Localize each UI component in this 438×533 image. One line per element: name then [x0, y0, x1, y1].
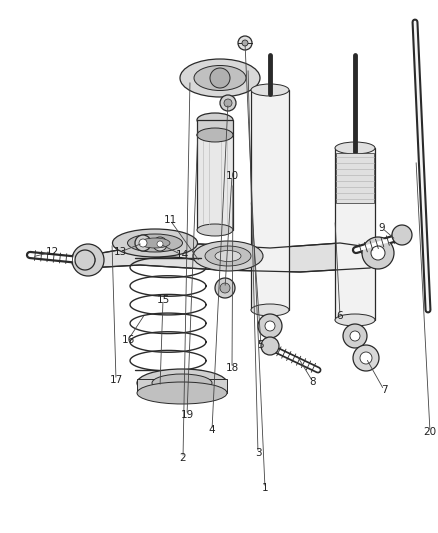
Text: 3: 3 [254, 448, 261, 458]
Circle shape [220, 283, 230, 293]
Ellipse shape [152, 374, 212, 392]
Circle shape [153, 237, 167, 251]
Circle shape [360, 352, 372, 364]
Bar [335, 148, 375, 320]
Circle shape [362, 237, 394, 269]
Bar [197, 120, 233, 135]
Ellipse shape [197, 129, 233, 141]
Text: 16: 16 [121, 335, 134, 345]
Bar [197, 135, 233, 230]
Bar [336, 153, 374, 203]
Circle shape [261, 337, 279, 355]
Ellipse shape [205, 246, 251, 266]
Circle shape [81, 253, 95, 267]
Text: 1: 1 [261, 483, 268, 493]
Ellipse shape [193, 241, 263, 271]
Circle shape [210, 68, 230, 88]
Bar [251, 90, 289, 310]
Ellipse shape [137, 369, 227, 397]
Ellipse shape [197, 113, 233, 127]
Ellipse shape [180, 59, 260, 97]
Text: 6: 6 [337, 311, 343, 321]
Circle shape [350, 331, 360, 341]
Text: 2: 2 [180, 453, 186, 463]
Circle shape [392, 225, 412, 245]
Ellipse shape [197, 128, 233, 142]
Ellipse shape [137, 382, 227, 404]
Text: 15: 15 [156, 295, 170, 305]
Ellipse shape [335, 142, 375, 154]
Polygon shape [72, 243, 385, 272]
Circle shape [371, 246, 385, 260]
Circle shape [258, 314, 282, 338]
Text: 10: 10 [226, 171, 239, 181]
Text: 7: 7 [381, 385, 387, 395]
Circle shape [215, 278, 235, 298]
Circle shape [353, 345, 379, 371]
Bar [137, 379, 227, 393]
Text: 18: 18 [226, 363, 239, 373]
Circle shape [72, 244, 104, 276]
Circle shape [139, 239, 147, 247]
Text: 20: 20 [424, 427, 437, 437]
Text: 19: 19 [180, 410, 194, 420]
Circle shape [75, 250, 95, 270]
Text: 13: 13 [113, 247, 127, 257]
Ellipse shape [194, 66, 246, 91]
Ellipse shape [140, 238, 170, 248]
Text: 8: 8 [310, 377, 316, 387]
Circle shape [224, 99, 232, 107]
Ellipse shape [113, 229, 198, 257]
Circle shape [265, 321, 275, 331]
Ellipse shape [197, 224, 233, 236]
Ellipse shape [335, 314, 375, 326]
Text: 14: 14 [175, 250, 189, 260]
Ellipse shape [127, 234, 183, 252]
Circle shape [343, 324, 367, 348]
Text: 5: 5 [258, 340, 264, 350]
Text: 12: 12 [46, 247, 59, 257]
Ellipse shape [251, 304, 289, 316]
Circle shape [238, 36, 252, 50]
Circle shape [135, 235, 151, 251]
Text: 9: 9 [379, 223, 385, 233]
Text: 11: 11 [163, 215, 177, 225]
Text: 4: 4 [208, 425, 215, 435]
Text: 17: 17 [110, 375, 123, 385]
Circle shape [220, 95, 236, 111]
Circle shape [157, 241, 163, 247]
Ellipse shape [215, 251, 241, 262]
Ellipse shape [251, 84, 289, 96]
Circle shape [242, 40, 248, 46]
